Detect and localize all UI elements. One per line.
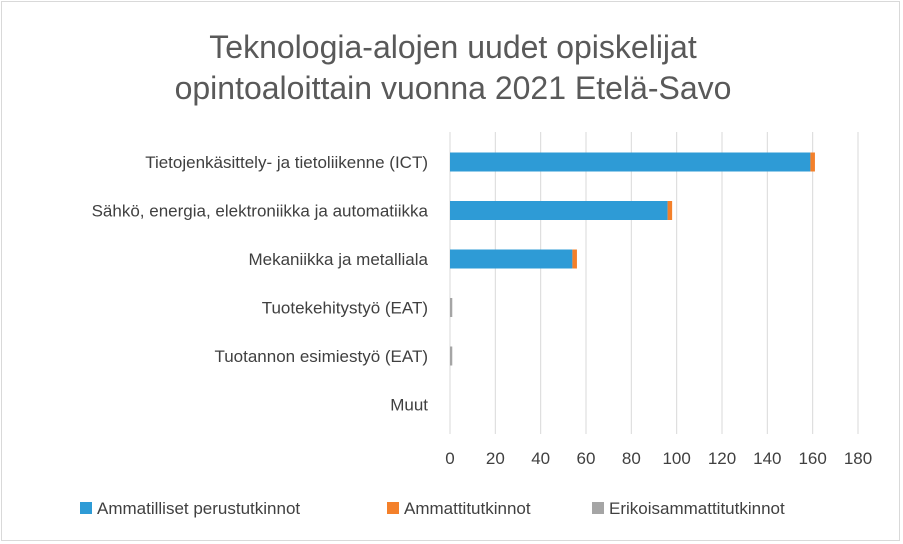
x-tick-label: 80 <box>622 449 641 468</box>
x-axis-tick-labels: 0 20 40 60 80 100 120 140 160 180 <box>445 449 872 468</box>
bar-segment <box>667 201 673 220</box>
x-tick-label: 0 <box>445 449 454 468</box>
x-tick-label: 160 <box>798 449 826 468</box>
gridlines <box>449 132 859 434</box>
legend: Ammatilliset perustutkinnot Ammattitutkin… <box>80 499 785 518</box>
x-tick-label: 100 <box>662 449 690 468</box>
category-labels: Tietojenkäsittely- ja tietoliikenne (ICT… <box>92 153 429 415</box>
x-tick-label: 140 <box>753 449 781 468</box>
bar-segment <box>450 249 573 269</box>
bar-segment <box>572 249 577 269</box>
bar-segment <box>450 346 453 366</box>
category-label: Sähkö, energia, elektroniikka ja automat… <box>92 202 429 221</box>
legend-label: Ammattitutkinnot <box>404 499 531 518</box>
legend-label: Erikoisammattitutkinnot <box>609 499 785 518</box>
chart-title-line-1: Teknologia-alojen uudet opiskelijat <box>209 29 697 65</box>
category-label: Tuotannon esimiestyö (EAT) <box>214 347 428 366</box>
bars <box>450 152 815 366</box>
x-tick-label: 120 <box>708 449 736 468</box>
x-tick-label: 60 <box>577 449 596 468</box>
bar-segment <box>810 152 815 172</box>
bar-segment <box>450 201 668 220</box>
category-label: Tietojenkäsittely- ja tietoliikenne (ICT… <box>145 153 428 172</box>
legend-label: Ammatilliset perustutkinnot <box>97 499 300 518</box>
legend-swatch <box>592 502 604 514</box>
x-tick-label: 180 <box>844 449 872 468</box>
category-label: Tuotekehitystyö (EAT) <box>262 299 428 318</box>
x-tick-label: 20 <box>486 449 505 468</box>
legend-swatch <box>387 502 399 514</box>
category-label: Mekaniikka ja metalliala <box>248 250 428 269</box>
bar-segment <box>450 152 811 172</box>
category-label: Muut <box>390 396 428 415</box>
x-tick-label: 40 <box>531 449 550 468</box>
chart-title-line-2: opintoaloittain vuonna 2021 Etelä-Savo <box>175 70 732 106</box>
bar-segment <box>450 298 453 317</box>
legend-swatch <box>80 502 92 514</box>
